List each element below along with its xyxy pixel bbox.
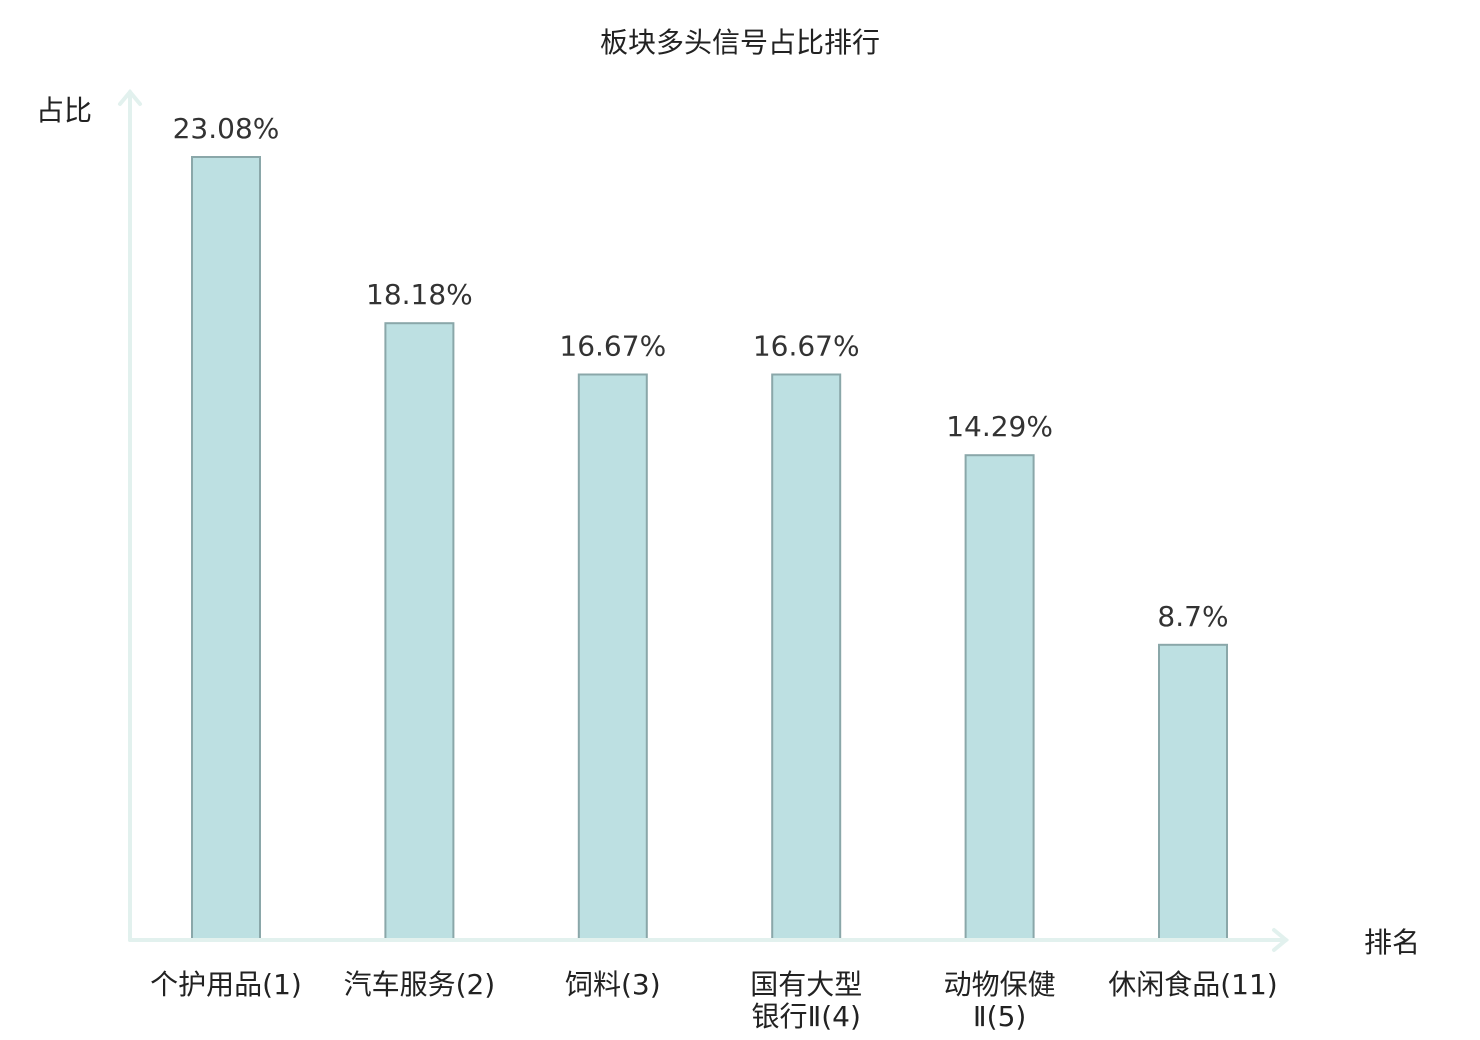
chart-title: 板块多头信号占比排行	[600, 26, 880, 59]
value-labels-layer: 23.08% 18.18% 16.67% 16.67% 14.29% 8.7%	[173, 112, 1229, 633]
x-tick-label: 银行Ⅱ(4)	[751, 1000, 860, 1033]
bar	[384, 322, 455, 941]
bars-layer	[191, 156, 1228, 941]
y-axis-arrow-icon	[118, 88, 142, 106]
data-label: 18.18%	[366, 278, 473, 311]
x-tick-label: 国有大型	[750, 968, 862, 1001]
data-label: 16.67%	[559, 330, 666, 363]
bar	[577, 373, 648, 941]
bar	[964, 454, 1035, 941]
data-label: 8.7%	[1157, 600, 1228, 633]
y-axis	[118, 88, 142, 942]
bar	[1158, 643, 1228, 941]
data-label: 14.29%	[946, 410, 1053, 443]
bar	[191, 156, 261, 941]
x-axis-label: 排名	[1364, 926, 1420, 959]
bar	[771, 373, 842, 941]
x-tick-label: 个护用品(1)	[150, 968, 302, 1001]
x-axis	[128, 928, 1290, 952]
x-tick-label: 动物保健	[944, 968, 1056, 1001]
x-tick-label: 休闲食品(11)	[1108, 968, 1277, 1001]
data-label: 16.67%	[753, 330, 860, 363]
data-label: 23.08%	[173, 112, 280, 145]
x-axis-arrow-icon	[1272, 928, 1290, 952]
y-axis-label: 占比	[36, 94, 92, 127]
x-tick-label: 汽车服务(2)	[344, 968, 496, 1001]
x-tick-label: Ⅱ(5)	[973, 1000, 1026, 1033]
x-tick-label: 饲料(3)	[565, 968, 661, 1001]
